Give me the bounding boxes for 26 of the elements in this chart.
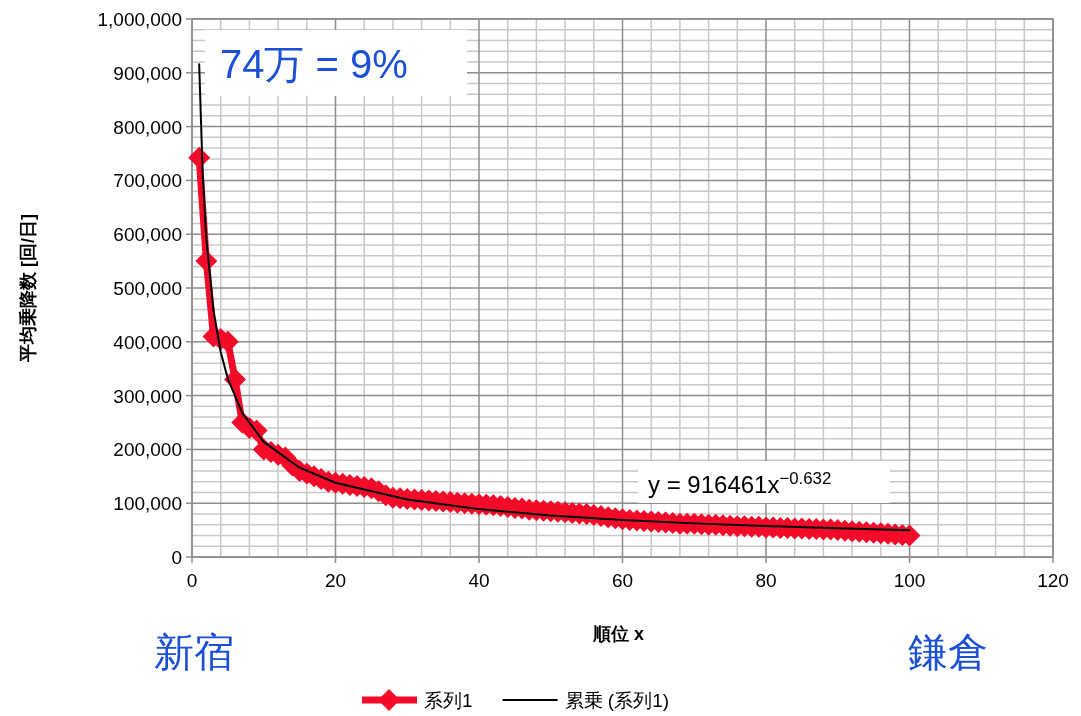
y-tick-label: 800,000 [113, 116, 182, 138]
y-tick-label: 0 [171, 547, 182, 568]
text: 新宿 [154, 630, 234, 674]
x-tick-label: 80 [755, 570, 777, 591]
y-tick-label: 700,000 [113, 170, 182, 192]
text: 鎌倉 [908, 630, 988, 674]
x-tick-label: 60 [611, 570, 634, 591]
x-axis-title: 順位 x [591, 624, 645, 644]
x-tick-label: 120 [1037, 570, 1069, 591]
legend-label: 累乗 (系列1) [564, 690, 670, 711]
x-tick-label: 40 [468, 570, 490, 591]
annotation: y = 916461x$^{−0.632}$ [648, 468, 832, 498]
y-tick-label: 900,000 [113, 62, 182, 84]
y-tick-label: 300,000 [113, 385, 182, 407]
y-tick-label: 200,000 [113, 439, 182, 461]
x-tick-label: 100 [893, 570, 926, 591]
x-tick-label: 20 [324, 570, 347, 591]
y-tick-label: 100,000 [113, 493, 182, 515]
legend-label: 系列1 [424, 690, 473, 711]
y-tick-label: 600,000 [113, 224, 182, 246]
y-tick-label: 500,000 [113, 278, 182, 299]
annotation: 74万 = 9% [220, 42, 408, 86]
x-tick-label: 0 [186, 570, 198, 591]
y-tick-label: 1,000,000 [97, 9, 182, 30]
y-axis-title: 平均乗降数 [回/日] [18, 214, 38, 363]
y-tick-label: 400,000 [113, 331, 182, 353]
